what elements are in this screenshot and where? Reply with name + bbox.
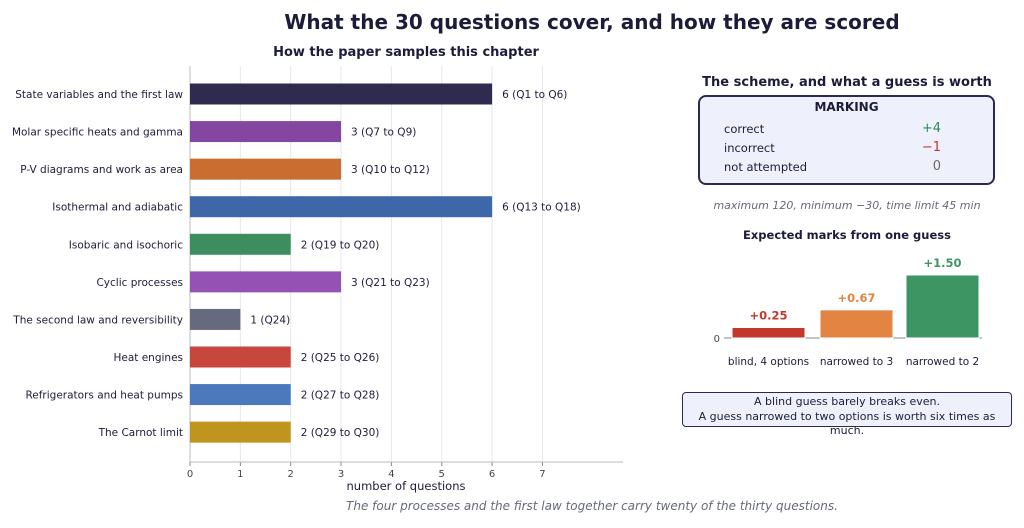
guess-value-label: +1.50 — [923, 256, 961, 270]
marking-row-label: incorrect — [724, 141, 775, 155]
bar-value-label: 2 (Q27 to Q28) — [301, 390, 380, 402]
callout-line-1: A blind guess barely breaks even. — [754, 395, 940, 408]
category-label: Isobaric and isochoric — [69, 239, 183, 251]
bar-value-label: 6 (Q1 to Q6) — [502, 89, 567, 101]
bar — [190, 384, 291, 406]
bar-value-label: 2 (Q29 to Q30) — [301, 427, 380, 439]
expected-marks-chart: 0 +0.25 blind, 4 options +0.67 narrowed to 3… — [714, 256, 982, 368]
bar — [190, 421, 291, 443]
x-tick-label: 2 — [288, 469, 294, 480]
category-label: State variables and the first law — [15, 89, 183, 101]
scheme-title: The scheme, and what a guess is worth — [702, 75, 992, 90]
bar-value-label: 2 (Q19 to Q20) — [301, 239, 380, 251]
bar — [190, 308, 241, 330]
guess-value-label: +0.67 — [837, 291, 875, 305]
guess-category-label: narrowed to 3 — [820, 356, 893, 368]
marking-box-title: MARKING — [814, 100, 879, 114]
x-tick-label: 1 — [237, 469, 243, 480]
marking-row-label: correct — [724, 122, 765, 136]
category-label: Refrigerators and heat pumps — [25, 390, 183, 402]
bar — [190, 196, 493, 218]
main-title: What the 30 questions cover, and how the… — [284, 10, 900, 34]
question-coverage-chart: 0 1 2 3 4 5 6 7 State variables and the first l… — [12, 66, 623, 493]
y-tick-label: 0 — [714, 334, 720, 345]
bar — [190, 121, 342, 143]
callout-box: A blind guess barely breaks even. A gues… — [682, 392, 1012, 437]
marking-row-value: 0 — [932, 159, 941, 174]
x-tick-label: 5 — [439, 469, 445, 480]
x-axis-label: number of questions — [347, 479, 466, 493]
category-label: The second law and reversibility — [12, 314, 183, 326]
x-tick-label: 7 — [539, 469, 545, 480]
x-tick-label: 0 — [187, 469, 193, 480]
marking-row-value: −1 — [921, 140, 941, 155]
bar-value-label: 3 (Q7 to Q9) — [351, 127, 416, 139]
category-label: P-V diagrams and work as area — [20, 164, 183, 176]
x-tick-label: 3 — [338, 469, 344, 480]
bar-value-label: 3 (Q10 to Q12) — [351, 164, 430, 176]
callout-line-2: A guess narrowed to two options is worth… — [698, 409, 996, 438]
x-tick-label: 4 — [388, 469, 394, 480]
bar — [190, 158, 342, 180]
bar — [190, 271, 342, 293]
bar-value-label: 1 (Q24) — [250, 314, 290, 326]
guess-category-label: narrowed to 2 — [906, 356, 979, 368]
guess-value-label: +0.25 — [749, 309, 787, 323]
bar-value-label: 3 (Q21 to Q23) — [351, 277, 430, 289]
marking-row-value: +4 — [921, 121, 941, 136]
bar-value-label: 2 (Q25 to Q26) — [301, 352, 380, 364]
guess-bars — [724, 274, 982, 339]
category-label: The Carnot limit — [98, 427, 183, 439]
limits-note: maximum 120, minimum −30, time limit 45 … — [713, 199, 981, 212]
marking-row-label: not attempted — [724, 160, 808, 174]
bar — [190, 83, 493, 105]
bar-chart-title: How the paper samples this chapter — [273, 45, 539, 60]
guess-bar — [819, 309, 894, 339]
bar — [190, 346, 291, 368]
category-label: Molar specific heats and gamma — [12, 127, 183, 139]
guess-bar — [731, 327, 806, 339]
x-tick-label: 6 — [489, 469, 495, 480]
category-label: Cyclic processes — [96, 277, 183, 289]
bar — [190, 233, 291, 255]
guess-bar — [905, 274, 980, 339]
marking-box: MARKING correct +4 incorrect −1 not atte… — [698, 95, 995, 185]
category-label: Isothermal and adiabatic — [52, 202, 183, 214]
category-label: Heat engines — [113, 352, 183, 364]
bar-value-label: 6 (Q13 to Q18) — [502, 202, 581, 214]
chart-labels: State variables and the first law 6 (Q1 t… — [12, 89, 581, 439]
guess-chart-title: Expected marks from one guess — [743, 228, 951, 242]
guess-labels: 0 +0.25 blind, 4 options +0.67 narrowed to 3… — [714, 256, 980, 368]
footer-note: The four processes and the first law tog… — [346, 499, 838, 513]
chart-bars — [190, 83, 493, 443]
guess-category-label: blind, 4 options — [728, 356, 809, 368]
